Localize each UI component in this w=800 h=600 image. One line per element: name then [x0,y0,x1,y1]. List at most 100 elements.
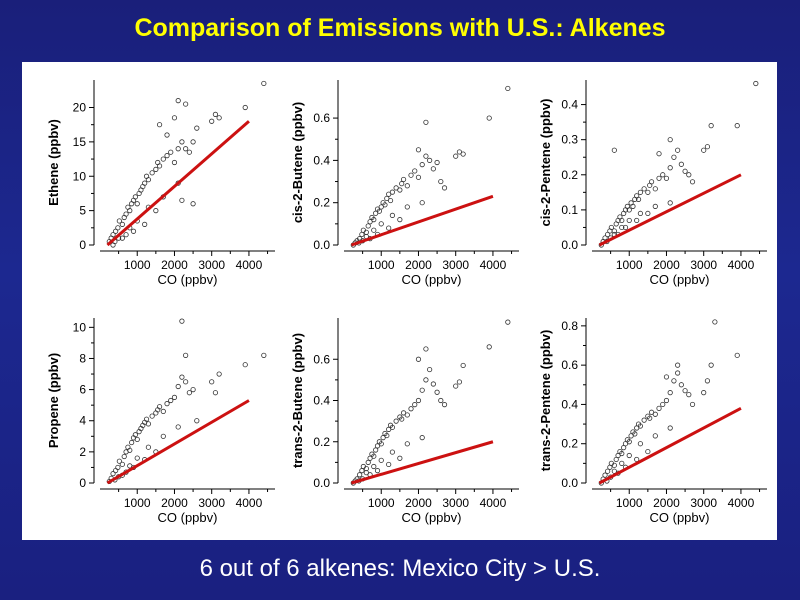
data-point [365,459,371,465]
x-tick-label: 4000 [728,496,755,510]
data-point [378,457,384,463]
data-point [171,115,178,121]
data-point [734,123,740,129]
data-point [194,418,200,424]
data-point [389,189,396,195]
data-point [119,461,125,467]
data-point [393,418,399,424]
data-point [371,227,377,233]
data-point [667,137,673,143]
data-point [190,387,196,393]
data-point [132,432,138,438]
data-point [438,397,444,404]
x-tick-label: 4000 [480,258,507,272]
x-tick-label: 3000 [690,258,717,272]
data-point [619,460,625,466]
data-point [378,221,384,227]
data-point [675,362,681,368]
data-point [399,416,405,422]
y-tick-label: 6 [79,383,86,397]
data-point [127,447,133,453]
x-tick-label: 2000 [405,496,432,510]
x-tick-label: 4000 [728,258,755,272]
data-point [686,392,692,398]
data-point [645,448,651,455]
data-point [168,149,174,155]
fit-line [106,399,250,485]
data-point [667,390,673,396]
data-point [626,207,632,213]
data-point [374,468,381,474]
data-point [423,153,429,159]
data-point [116,458,122,464]
data-point [652,186,658,192]
data-point [656,151,662,157]
chart-panel-1: 0 5 10 15 20 1000 2000 3000 4000 CO (ppbv) Ethene … [46,80,275,287]
x-tick-label: 1000 [368,258,395,272]
data-point [156,163,163,169]
fit-line [106,120,250,247]
data-point [453,153,459,159]
data-point [142,221,148,227]
data-point [242,104,248,111]
data-point [216,371,222,377]
data-point [149,413,155,419]
data-point [175,98,181,104]
data-point [129,439,135,446]
y-tick-label: 10 [73,320,87,334]
x-tick-label: 4000 [236,496,263,510]
data-point [212,390,219,396]
data-point [652,411,658,417]
data-point [175,146,181,152]
data-point [456,149,463,155]
data-point [667,200,673,206]
x-tick-label: 2000 [653,496,680,510]
data-point [434,389,440,395]
data-point [183,379,189,385]
x-axis-label: CO (ppbv) [158,272,218,287]
data-point [389,212,396,218]
data-point [130,228,137,234]
data-point [179,318,185,324]
data-point [704,378,711,384]
data-point [119,235,125,241]
data-point [194,125,200,131]
data-point [153,208,159,214]
data-point [611,147,617,153]
fit-line [598,407,742,485]
data-point [441,185,448,191]
y-tick-label: 0.6 [561,358,578,372]
data-point [427,366,433,373]
data-point [261,352,267,358]
chart-panel-6: 0.0 0.2 0.4 0.6 0.8 1000 2000 3000 4000 CO (ppbv)… [538,318,767,525]
x-axis-label: CO (ppbv) [650,272,710,287]
data-point [160,156,166,162]
data-point [622,224,629,231]
data-point [127,463,133,469]
x-axis-label: CO (ppbv) [402,272,462,287]
data-point [438,178,444,185]
x-tick-label: 4000 [236,258,263,272]
data-point [652,433,658,439]
data-point [397,187,403,193]
y-tick-label: 0.8 [561,319,578,333]
data-point [608,224,614,231]
data-point [682,168,688,174]
y-tick-label: 5 [79,204,86,218]
data-point [656,175,662,181]
y-tick-label: 15 [73,135,87,149]
data-point [686,172,692,178]
data-point [671,154,677,160]
x-tick-label: 3000 [198,496,225,510]
data-point [183,146,189,152]
data-point [127,208,133,214]
y-tick-label: 0.0 [313,476,330,490]
data-point [386,461,392,468]
data-point [116,218,122,224]
data-point [110,232,116,238]
data-point [183,352,189,358]
data-point [412,402,418,408]
x-tick-label: 3000 [198,258,225,272]
data-point [190,201,196,207]
